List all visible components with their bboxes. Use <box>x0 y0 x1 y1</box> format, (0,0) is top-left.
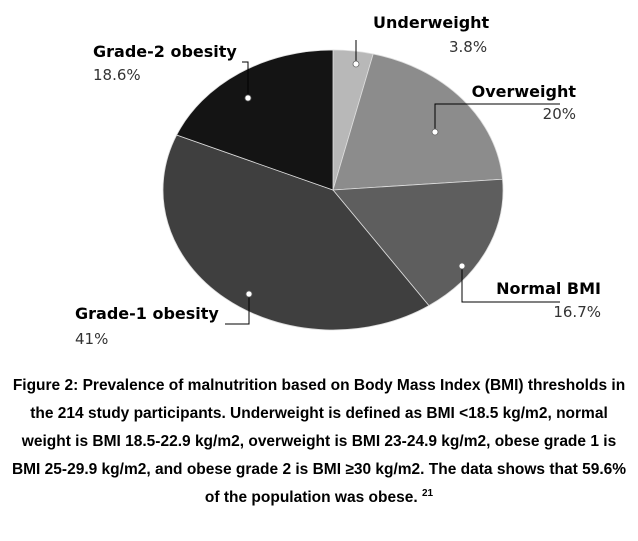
leader-dot-grade-1-obesity <box>245 290 253 298</box>
leader-line-grade-2-obesity <box>242 61 249 98</box>
pie-slice-overweight <box>332 53 503 191</box>
slice-name-overweight: Overweight <box>472 82 577 101</box>
slice-label-grade-2-obesity: Grade-2 obesity 18.6% <box>93 42 252 102</box>
pie-chart: Underweight 3.8% Overweight 20% Normal BMI 16… <box>75 13 601 348</box>
leader-line-grade-1-obesity <box>225 294 250 325</box>
slice-value-grade-1-obesity: 41% <box>75 330 108 348</box>
leader-line-normal-bmi <box>461 266 560 303</box>
leader-dot-overweight <box>431 128 439 136</box>
slice-name-underweight: Underweight <box>373 13 490 32</box>
slice-value-normal-bmi: 16.7% <box>553 303 601 321</box>
pie-slice-grade-1-obesity <box>162 134 430 331</box>
slice-label-underweight: Underweight 3.8% <box>352 13 490 68</box>
figure-caption: Figure 2: Prevalence of malnutrition bas… <box>10 372 628 512</box>
slice-label-normal-bmi: Normal BMI 16.7% <box>458 262 601 321</box>
leader-dot-grade-2-obesity <box>244 94 252 102</box>
slice-value-grade-2-obesity: 18.6% <box>93 66 141 84</box>
caption-reference: 21 <box>421 487 434 499</box>
leader-line-overweight <box>434 103 560 132</box>
leader-dot-underweight <box>352 60 360 68</box>
slice-name-grade-2-obesity: Grade-2 obesity <box>93 42 237 61</box>
pie-slice-grade-2-obesity <box>176 49 334 191</box>
caption-text: Figure 2: Prevalence of malnutrition bas… <box>11 377 627 506</box>
pie-slice-normal-bmi <box>332 178 504 307</box>
slice-value-underweight: 3.8% <box>449 38 487 56</box>
slice-label-grade-1-obesity: Grade-1 obesity 41% <box>75 290 253 348</box>
slice-value-overweight: 20% <box>543 105 576 123</box>
leader-dot-normal-bmi <box>458 262 466 270</box>
pie-slices <box>162 49 504 331</box>
slice-label-overweight: Overweight 20% <box>431 82 577 136</box>
slice-name-grade-1-obesity: Grade-1 obesity <box>75 304 219 323</box>
slice-name-normal-bmi: Normal BMI <box>496 279 601 298</box>
